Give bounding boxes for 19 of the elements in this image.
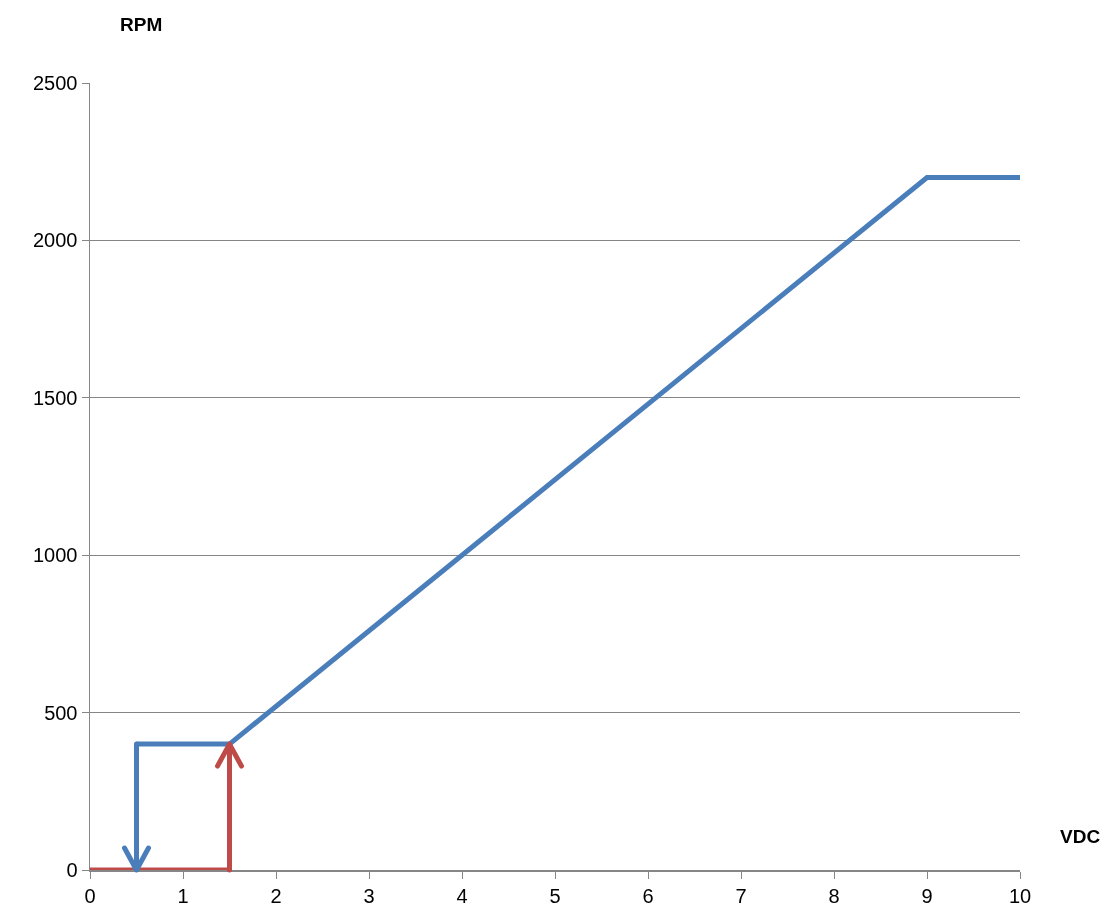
x-tick-label: 1 (177, 884, 189, 907)
y-tick-label: 0 (66, 859, 78, 881)
x-tick-label: 9 (921, 884, 933, 907)
y-tick-label: 2500 (33, 72, 78, 94)
y-axis-title: RPM (120, 14, 163, 35)
x-tick-label: 5 (549, 884, 561, 907)
x-axis-title: VDC (1060, 826, 1101, 847)
y-tick-label: 2000 (33, 229, 78, 252)
y-tick-label: 1000 (33, 544, 78, 567)
y-tick-label: 1500 (33, 386, 78, 409)
x-tick-label: 2 (270, 884, 282, 907)
x-tick-label: 0 (84, 884, 96, 907)
x-tick-label: 10 (1008, 884, 1032, 907)
x-tick-label: 3 (363, 884, 375, 907)
x-tick-label: 4 (456, 884, 468, 907)
x-tick-label: 6 (642, 884, 654, 907)
x-tick-label: 8 (828, 884, 840, 907)
x-tick-label: 7 (735, 884, 747, 907)
y-tick-label: 500 (44, 701, 78, 724)
